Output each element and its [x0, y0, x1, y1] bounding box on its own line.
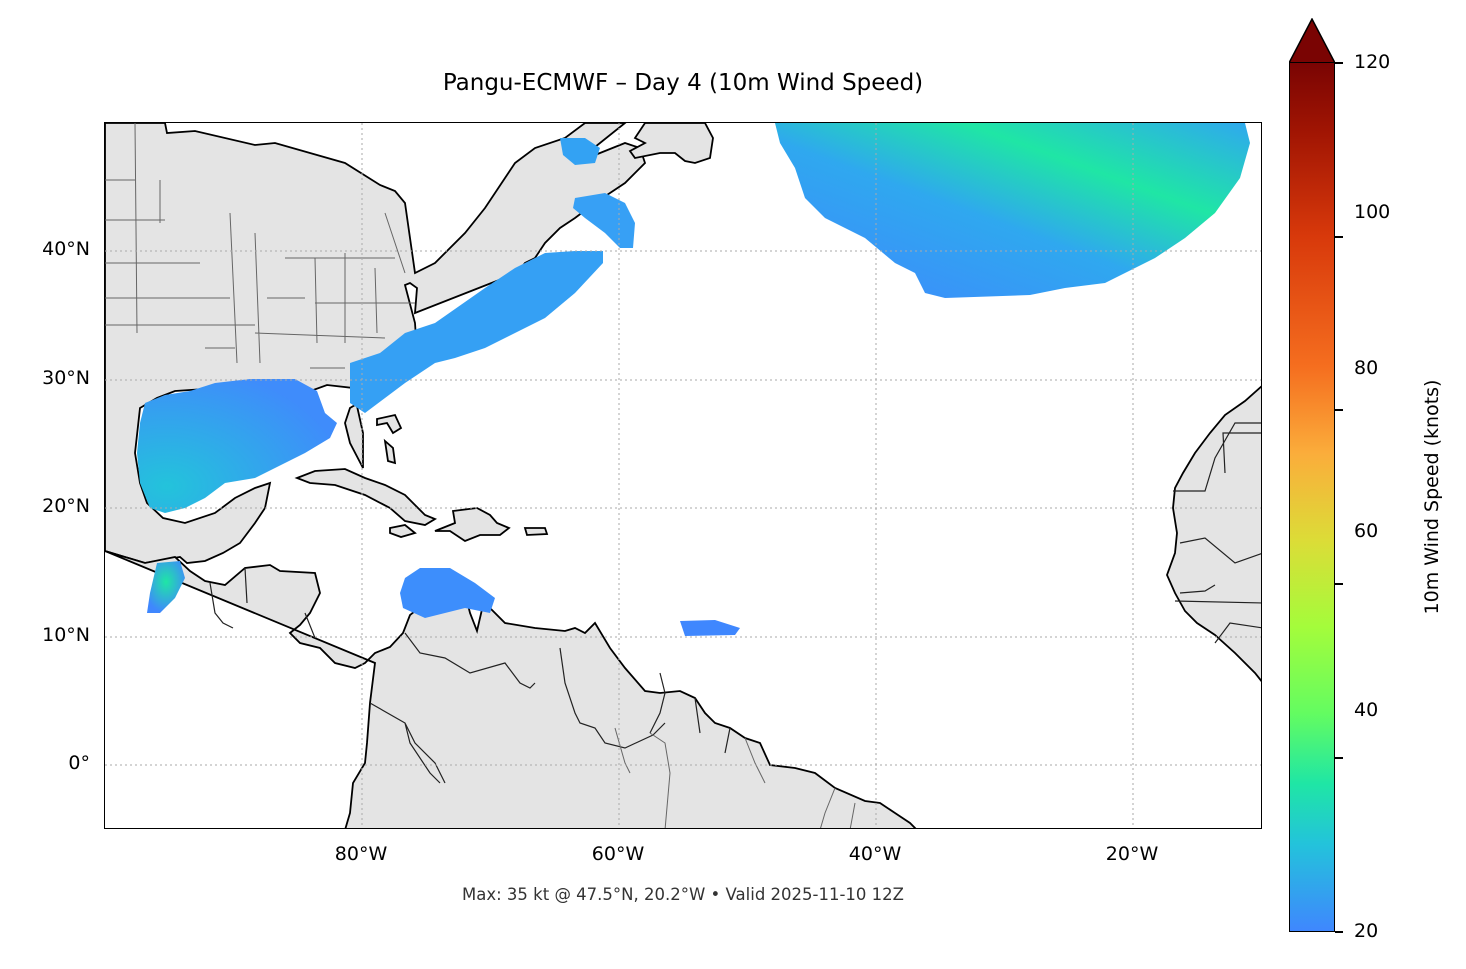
land-jamaica: [389, 524, 417, 538]
wind-gulf-of-mexico: [137, 379, 337, 513]
max-value-annotation: Max: 35 kt @ 47.5°N, 20.2°W • Valid 2025…: [462, 885, 904, 904]
colorbar-tick-40: 40: [1354, 699, 1379, 721]
wind-fields: [137, 123, 1250, 636]
land-hispaniola: [434, 507, 511, 543]
colorbar-tick-80: 80: [1354, 357, 1379, 379]
wind-gulf-st-lawrence: [560, 138, 600, 165]
x-tick-60w: 60°W: [591, 843, 645, 865]
wind-caribbean: [400, 568, 495, 618]
gridlines: [105, 123, 1261, 828]
colorbar-tick-100: 100: [1354, 201, 1391, 223]
x-tick-20w: 20°W: [1105, 843, 1159, 865]
chart-title: Pangu-ECMWF – Day 4 (10m Wind Speed): [442, 70, 924, 96]
x-tick-40w: 40°W: [848, 843, 902, 865]
colorbar-extend-arrow: [1289, 18, 1335, 63]
colorbar: [1289, 62, 1335, 932]
land-central-south-america: [105, 550, 917, 828]
wind-tropical-atlantic: [680, 620, 740, 636]
land-puerto-rico: [523, 527, 549, 536]
colorbar-tick-120: 120: [1354, 51, 1391, 73]
x-tick-80w: 80°W: [334, 843, 388, 865]
y-tick-40n: 40°N: [42, 238, 90, 260]
country-borders: [209, 567, 731, 784]
y-tick-30n: 30°N: [42, 367, 90, 389]
wind-gulf-of-maine: [573, 193, 635, 248]
wind-tehuantepec: [147, 561, 185, 613]
colorbar-tick-60: 60: [1354, 520, 1379, 542]
colorbar-label: 10m Wind Speed (knots): [1421, 379, 1443, 615]
land-west-africa: [1166, 385, 1261, 682]
state-borders: [105, 123, 415, 369]
y-tick-equator: 0°: [68, 752, 90, 774]
y-tick-20n: 20°N: [42, 495, 90, 517]
land-cuba: [294, 468, 438, 526]
colorbar-tick-20: 20: [1354, 920, 1379, 942]
map-canvas: [105, 123, 1261, 828]
map-panel: [104, 122, 1262, 829]
land-newfoundland: [628, 123, 714, 164]
wind-us-east-coast: [350, 251, 603, 413]
land-bahamas: [376, 413, 403, 465]
y-tick-10n: 10°N: [42, 624, 90, 646]
wind-north-atlantic: [775, 123, 1250, 298]
